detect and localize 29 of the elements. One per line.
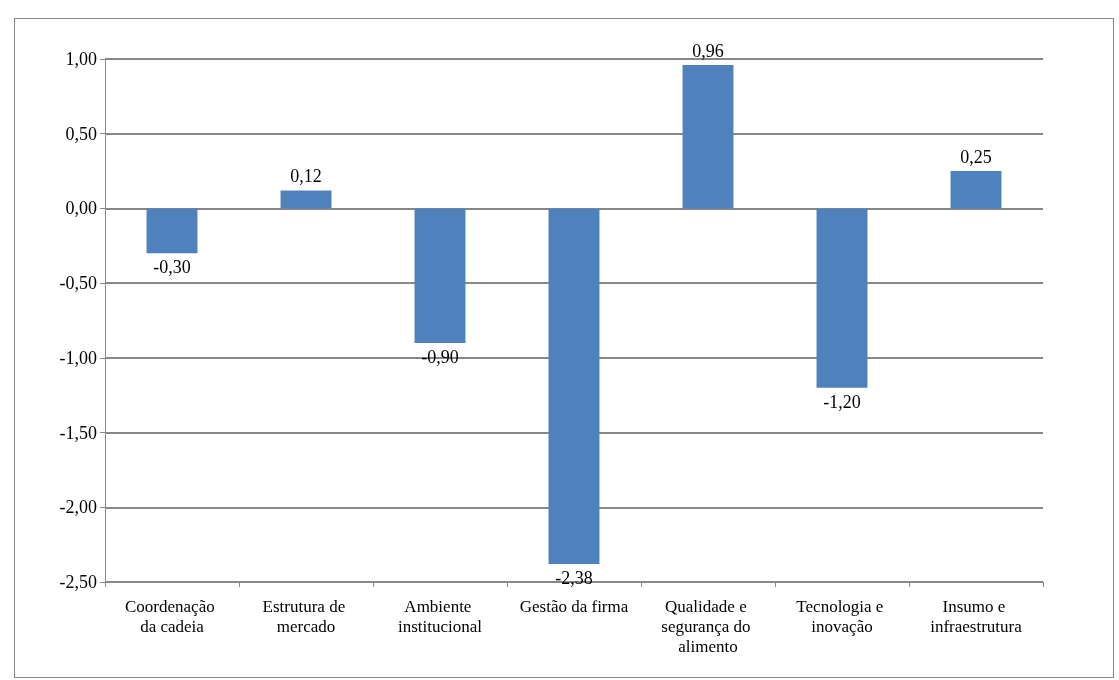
data-label: -1,20 [823, 391, 861, 412]
data-label: 0,25 [960, 147, 992, 168]
y-tick-label: -2,00 [59, 497, 97, 518]
y-tick-label: -0,50 [59, 273, 97, 294]
data-label: -2,38 [555, 568, 593, 589]
bar [950, 171, 1002, 209]
data-label: -0,90 [421, 346, 459, 367]
x-tick-label: Insumo e infraestrutura [930, 596, 1023, 636]
y-tick-label: -2,50 [59, 572, 97, 592]
bar [548, 208, 600, 565]
y-tick-label: -1,00 [59, 347, 97, 368]
data-label: 0,12 [290, 166, 322, 187]
data-label: 0,96 [692, 40, 724, 61]
y-tick-label: -1,50 [59, 422, 97, 443]
bar [682, 64, 734, 209]
bar [146, 208, 198, 254]
bar [280, 190, 332, 209]
y-tick-label: 1,00 [65, 49, 97, 69]
bar [414, 208, 466, 343]
x-tick-label: Estrutura de mercado [262, 596, 350, 636]
x-tick-label: Tecnologia e inovação [796, 596, 888, 636]
x-tick-label: Coordenação da cadeia [125, 596, 219, 636]
data-label: -0,30 [153, 257, 191, 278]
bar [816, 208, 868, 388]
x-tick-label: Qualidade e segurança do alimento [661, 596, 755, 656]
x-tick-label: Gestão da firma [519, 596, 629, 616]
x-tick-label: Ambiente institucional [397, 596, 483, 636]
y-tick-label: 0,50 [65, 123, 97, 144]
y-tick-label: 0,00 [65, 198, 97, 219]
